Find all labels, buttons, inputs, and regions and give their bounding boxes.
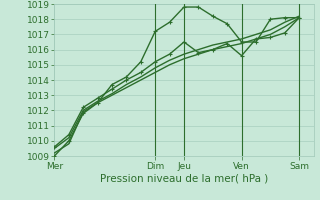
X-axis label: Pression niveau de la mer( hPa ): Pression niveau de la mer( hPa ) [100,173,268,183]
